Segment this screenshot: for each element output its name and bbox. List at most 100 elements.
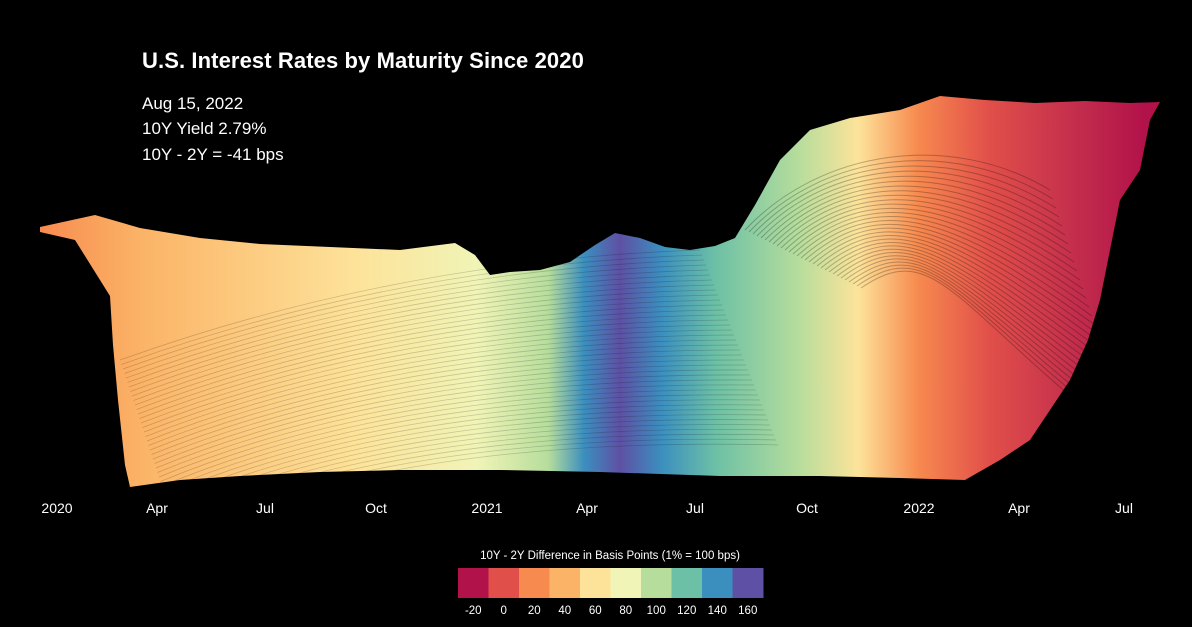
legend-swatch [580,568,611,598]
curve-streak [152,359,745,460]
curve-streak [139,314,727,419]
spread-label: 10Y - 2Y = -41 bps [142,145,284,164]
curve-streak [143,329,733,433]
curve-streak [175,433,775,527]
curve-streak [155,369,749,469]
x-tick-label: 2020 [41,500,72,516]
legend-swatch [519,568,550,598]
curve-streak [816,234,1105,353]
curve-streak [124,264,707,374]
curve-streak [151,354,743,455]
curve-streak [776,194,1075,263]
curve-streak [856,267,1135,443]
x-tick-label: Apr [576,500,598,516]
curve-streak [768,185,1069,245]
curve-streak [852,264,1132,434]
curve-streak [844,258,1126,416]
curve-streak [796,216,1090,308]
x-tick-label: Apr [1008,500,1030,516]
date-label: Aug 15, 2022 [142,94,244,113]
legend-tick-label: 20 [528,605,541,617]
curve-streak [157,374,751,473]
legend-tick-label: 140 [708,605,727,617]
legend-swatch [488,568,520,598]
x-tick-label: Oct [796,500,818,516]
curve-streak [161,389,757,487]
x-tick-label: 2022 [903,500,934,516]
legend-tick-label: 120 [677,605,696,617]
legend-tick-label: 160 [738,605,757,617]
curve-streak [133,294,719,401]
curve-streak [158,379,753,478]
curve-streak [752,165,1057,235]
curve-streak [160,384,755,482]
curve-streak [128,279,713,388]
curve-streak [167,409,765,505]
curve-streak [172,424,771,518]
curve-streak [122,259,705,370]
curve-streak [788,207,1084,290]
color-legend: -20 0 20 40 60 80 100 120 140 160 [458,568,764,617]
curve-streak [149,349,741,451]
curve-streak [142,324,731,428]
curve-streak [804,223,1096,326]
curve-streak [164,399,761,496]
legend-tick-label: -20 [465,605,482,617]
legend-tick-label: 80 [619,605,632,617]
chart-title: U.S. Interest Rates by Maturity Since 20… [142,48,584,73]
curve-streak [130,284,715,392]
curve-streak [136,304,723,410]
curve-streak [760,175,1063,239]
curve-streak [820,238,1108,362]
curve-streak [131,289,717,397]
curve-streak [145,334,735,437]
legend-tick-label: 60 [589,605,602,617]
curve-streak [148,344,739,446]
curve-streak [178,443,779,536]
curve-streak [169,414,767,509]
curve-streak [176,438,777,532]
curve-streak [127,274,711,383]
curve-streak [154,364,747,464]
curve-streak [119,249,701,361]
curve-streak [748,160,1054,233]
curve-streak [173,429,773,523]
legend-swatch [610,568,642,598]
legend-swatch [549,568,581,598]
curve-streak [163,394,759,491]
curve-streak [146,339,737,442]
yield-area [40,96,1160,487]
curve-streak [828,245,1114,380]
legend-swatch [702,568,733,598]
curve-streak [764,180,1066,241]
curve-streak [832,248,1117,389]
yield-label: 10Y Yield 2.79% [142,119,267,138]
x-tick-label: 2021 [471,500,502,516]
legend-tick-label: 40 [558,605,571,617]
x-tick-label: Jul [256,500,274,516]
legend-swatch [671,568,703,598]
legend-swatch [458,568,489,598]
curve-streak [166,404,763,500]
legend-tick-label: 0 [501,605,507,617]
x-axis: 2020 Apr Jul Oct 2021 Apr Jul Oct 2022 Apr Jul [41,500,1133,516]
curve-streak [848,261,1129,425]
legend-tick-label: 100 [647,605,666,617]
legend-title: 10Y - 2Y Difference in Basis Points (1% … [480,550,740,562]
curve-streak [800,219,1093,317]
curve-streak [772,190,1072,254]
curve-streak [125,269,709,379]
legend-ticks: -20 0 20 40 60 80 100 120 140 160 [465,605,757,617]
curve-streak [140,319,729,424]
curve-streak [756,170,1060,237]
yield-area-layer [40,96,1160,536]
x-tick-label: Jul [686,500,704,516]
yield-curve-chart: 2020 Apr Jul Oct 2021 Apr Jul Oct 2022 Apr Jul [40,96,1160,536]
legend-swatch [641,568,672,598]
curve-streak [860,270,1138,452]
legend-swatch [732,568,764,598]
curve-streak [170,419,769,514]
curve-streak [137,309,725,415]
curve-streak [134,299,721,406]
curve-streak [744,154,1051,231]
